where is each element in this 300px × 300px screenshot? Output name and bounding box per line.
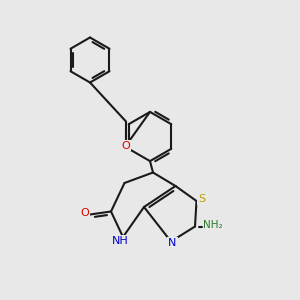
Text: S: S	[198, 194, 206, 205]
Text: O: O	[80, 208, 89, 218]
Text: NH: NH	[112, 236, 128, 246]
Text: O: O	[122, 140, 130, 151]
Text: N: N	[168, 238, 177, 248]
Text: NH₂: NH₂	[203, 220, 223, 230]
